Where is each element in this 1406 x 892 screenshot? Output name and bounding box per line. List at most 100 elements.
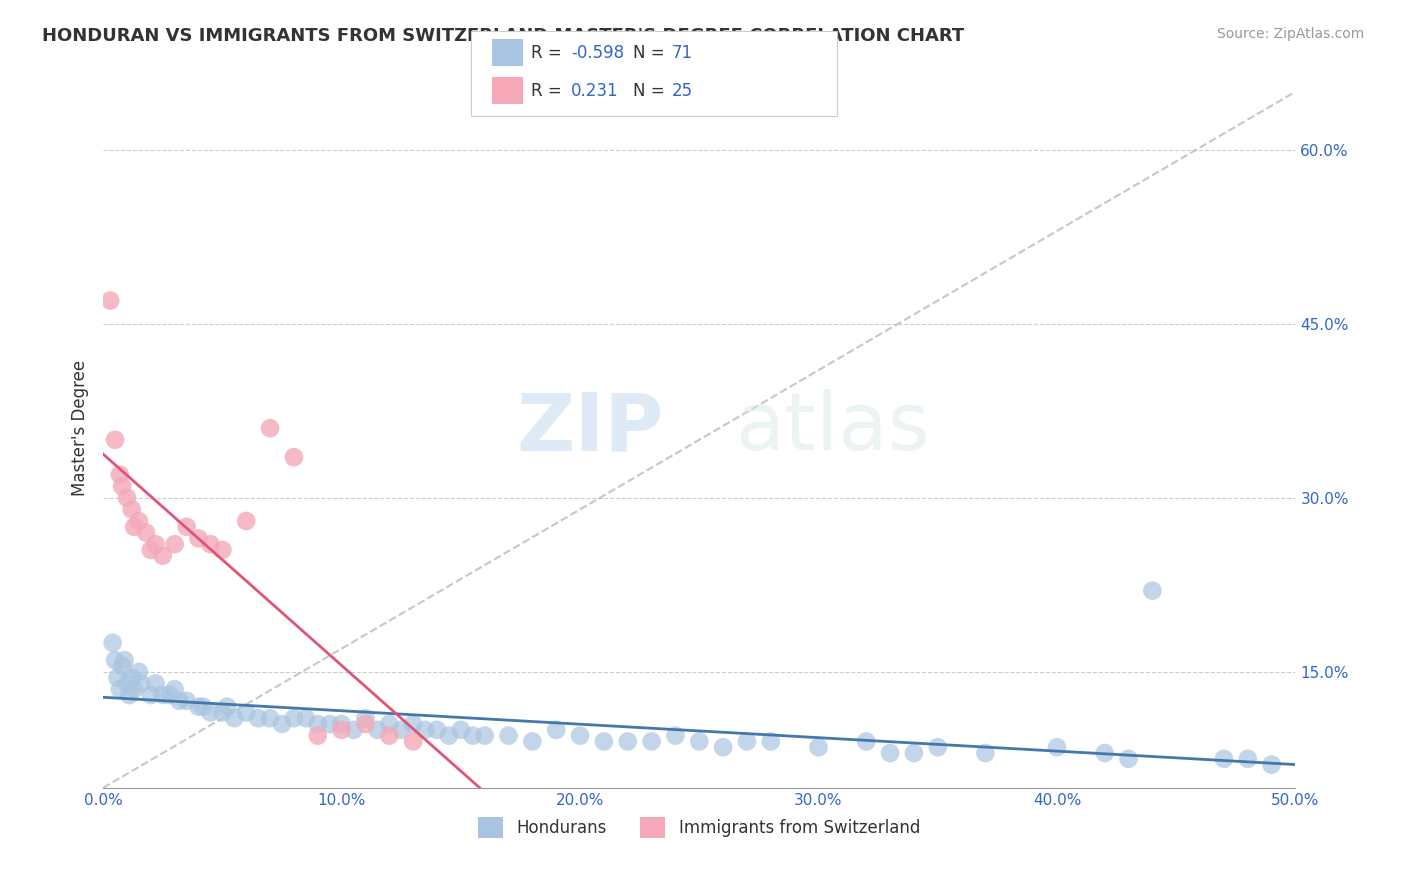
Point (366, 723, 388, 737)
Point (450, 723, 472, 737)
Text: R =: R = (531, 44, 568, 62)
Point (98, 293, 121, 308)
Point (163, 537, 186, 551)
Point (593, 734, 616, 748)
Point (187, 699, 209, 714)
Point (187, 532, 209, 546)
Point (1212, 752, 1234, 766)
Point (176, 694, 198, 708)
Point (735, 734, 758, 748)
Point (378, 717, 401, 731)
Point (211, 706, 233, 720)
Text: Source: ZipAtlas.com: Source: ZipAtlas.com (1216, 27, 1364, 41)
Point (378, 729, 401, 743)
Point (128, 665, 150, 679)
Y-axis label: Master's Degree: Master's Degree (72, 360, 89, 496)
Point (1260, 757, 1282, 772)
Point (193, 699, 215, 714)
Point (688, 734, 710, 748)
Point (271, 717, 294, 731)
Point (342, 723, 364, 737)
Point (235, 514, 257, 528)
Point (413, 723, 436, 737)
Point (640, 734, 662, 748)
Point (235, 706, 257, 720)
Point (163, 682, 186, 697)
Point (104, 653, 127, 667)
Point (152, 688, 174, 702)
Point (903, 746, 925, 760)
Point (307, 717, 329, 731)
Point (217, 699, 239, 714)
Point (402, 734, 425, 748)
Point (200, 706, 222, 720)
Point (122, 520, 145, 534)
Point (128, 514, 150, 528)
Point (259, 711, 281, 725)
Text: R =: R = (531, 81, 568, 100)
Point (111, 479, 134, 493)
Point (121, 671, 143, 685)
Point (104, 433, 127, 447)
Point (152, 549, 174, 563)
Point (108, 682, 131, 697)
Point (1094, 746, 1116, 760)
Point (108, 467, 131, 482)
Point (855, 734, 877, 748)
Point (879, 746, 901, 760)
Point (307, 729, 329, 743)
Point (1118, 752, 1140, 766)
Point (283, 711, 305, 725)
Point (145, 537, 167, 551)
Point (118, 688, 141, 702)
Point (176, 520, 198, 534)
Point (330, 717, 353, 731)
Point (759, 734, 782, 748)
Point (318, 717, 340, 731)
Point (616, 734, 638, 748)
Point (354, 717, 377, 731)
Point (107, 671, 129, 685)
Point (426, 723, 449, 737)
Text: 71: 71 (672, 44, 693, 62)
Point (295, 711, 318, 725)
Point (1046, 740, 1069, 755)
Point (1142, 583, 1164, 598)
Point (927, 740, 949, 755)
Text: 25: 25 (672, 81, 693, 100)
Point (522, 734, 544, 748)
Point (122, 682, 145, 697)
Point (169, 694, 191, 708)
Point (437, 729, 460, 743)
Point (115, 676, 138, 690)
Point (711, 740, 734, 755)
Point (569, 729, 592, 743)
Text: N =: N = (633, 81, 669, 100)
Point (114, 653, 136, 667)
Point (259, 421, 281, 435)
Point (224, 711, 246, 725)
Point (247, 711, 270, 725)
Point (498, 729, 520, 743)
Point (145, 676, 167, 690)
Point (115, 491, 138, 505)
Point (200, 537, 222, 551)
Point (474, 729, 496, 743)
Text: N =: N = (633, 44, 669, 62)
Point (461, 729, 484, 743)
Point (121, 502, 143, 516)
Point (139, 543, 162, 558)
Point (1236, 752, 1258, 766)
Point (974, 746, 997, 760)
Point (139, 688, 162, 702)
Text: -0.598: -0.598 (571, 44, 624, 62)
Point (159, 688, 181, 702)
Text: HONDURAN VS IMMIGRANTS FROM SWITZERLAND MASTER'S DEGREE CORRELATION CHART: HONDURAN VS IMMIGRANTS FROM SWITZERLAND … (42, 27, 965, 45)
Point (402, 717, 425, 731)
Point (211, 543, 233, 558)
Point (111, 659, 134, 673)
Point (135, 525, 157, 540)
Point (664, 729, 686, 743)
Point (807, 740, 830, 755)
Point (546, 723, 568, 737)
